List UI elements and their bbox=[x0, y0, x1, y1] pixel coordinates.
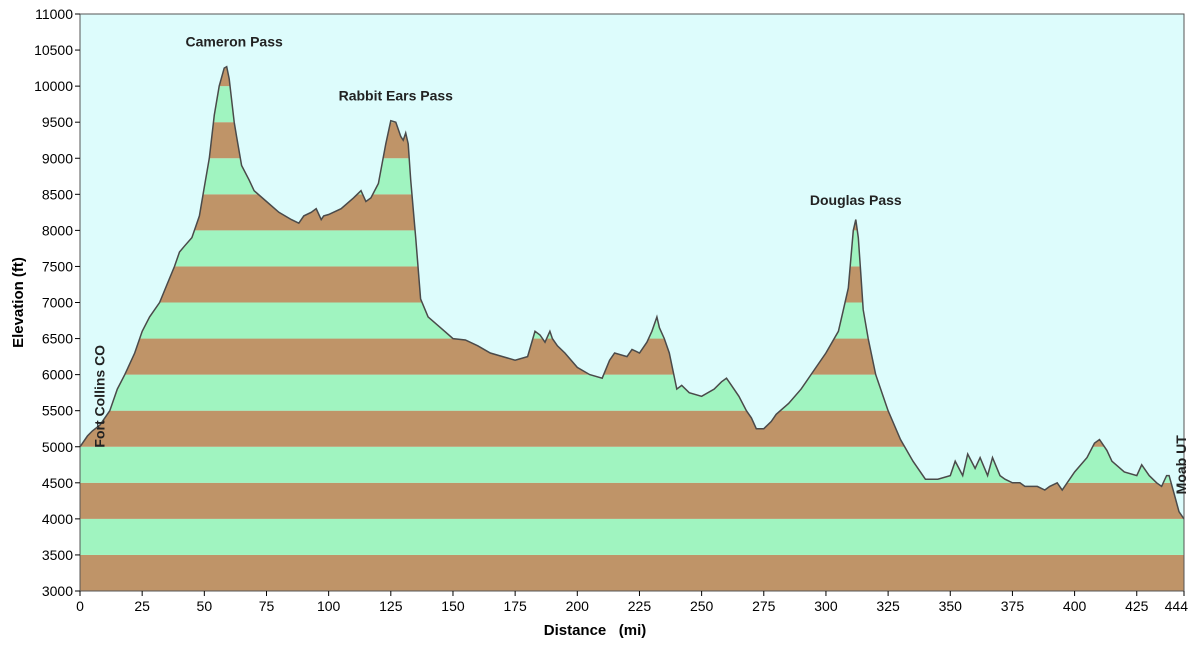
x-tick-label: 250 bbox=[690, 598, 714, 614]
elevation-band bbox=[80, 482, 1184, 519]
y-tick-label: 7500 bbox=[42, 258, 73, 274]
x-axis-ticks: 0 25 50 75 100 125 150 175 200 225 250 275 300 325 350… bbox=[76, 591, 1188, 614]
y-tick-label: 8000 bbox=[42, 222, 73, 238]
x-tick-label: 200 bbox=[566, 598, 590, 614]
x-tick-label: 444 bbox=[1165, 598, 1189, 614]
annotation-label: Cameron Pass bbox=[186, 33, 283, 49]
y-axis-title: Elevation (ft) bbox=[10, 257, 27, 348]
y-tick-label: 9500 bbox=[42, 114, 73, 130]
elevation-band bbox=[80, 518, 1184, 555]
x-tick-label: 50 bbox=[197, 598, 213, 614]
annotation-label: Fort Collins CO bbox=[91, 345, 107, 448]
y-tick-label: 4500 bbox=[42, 475, 73, 491]
x-tick-label: 375 bbox=[1001, 598, 1025, 614]
annotation-label: Douglas Pass bbox=[810, 192, 902, 208]
x-tick-label: 300 bbox=[814, 598, 838, 614]
x-tick-label: 175 bbox=[503, 598, 527, 614]
pass-annotations: Cameron Pass Rabbit Ears Pass Douglas Pass… bbox=[91, 33, 1189, 494]
y-tick-label: 7000 bbox=[42, 295, 73, 311]
x-tick-label: 100 bbox=[317, 598, 341, 614]
y-axis-ticks: 3000 3500 4000 4500 5000 5500 6000 6500 7000 7500… bbox=[34, 6, 80, 599]
x-tick-label: 25 bbox=[134, 598, 150, 614]
x-tick-label: 125 bbox=[379, 598, 403, 614]
x-tick-label: 275 bbox=[752, 598, 776, 614]
elevation-band bbox=[80, 554, 1184, 591]
y-tick-label: 5000 bbox=[42, 439, 73, 455]
x-tick-label: 425 bbox=[1125, 598, 1149, 614]
y-tick-label: 5500 bbox=[42, 403, 73, 419]
annotation-label: Moab UT bbox=[1173, 435, 1189, 495]
x-tick-label: 325 bbox=[876, 598, 900, 614]
y-tick-label: 9000 bbox=[42, 150, 73, 166]
y-tick-label: 6500 bbox=[42, 331, 73, 347]
x-tick-label: 350 bbox=[939, 598, 963, 614]
x-tick-label: 400 bbox=[1063, 598, 1087, 614]
y-tick-label: 6000 bbox=[42, 367, 73, 383]
profile-line bbox=[79, 65, 1185, 520]
y-tick-label: 8500 bbox=[42, 186, 73, 202]
x-tick-label: 150 bbox=[441, 598, 465, 614]
x-axis-title: Distance (mi) bbox=[544, 622, 647, 639]
annotation-label: Rabbit Ears Pass bbox=[339, 88, 454, 104]
y-tick-label: 3000 bbox=[42, 583, 73, 599]
y-tick-label: 3500 bbox=[42, 547, 73, 563]
y-tick-label: 11000 bbox=[35, 6, 73, 22]
x-tick-label: 75 bbox=[259, 598, 275, 614]
x-tick-label: 225 bbox=[628, 598, 652, 614]
x-tick-label: 0 bbox=[76, 598, 84, 614]
y-tick-label: 10500 bbox=[34, 42, 73, 58]
y-tick-label: 10000 bbox=[34, 78, 73, 94]
sky-mask bbox=[80, 14, 1184, 519]
y-tick-label: 4000 bbox=[42, 511, 73, 527]
